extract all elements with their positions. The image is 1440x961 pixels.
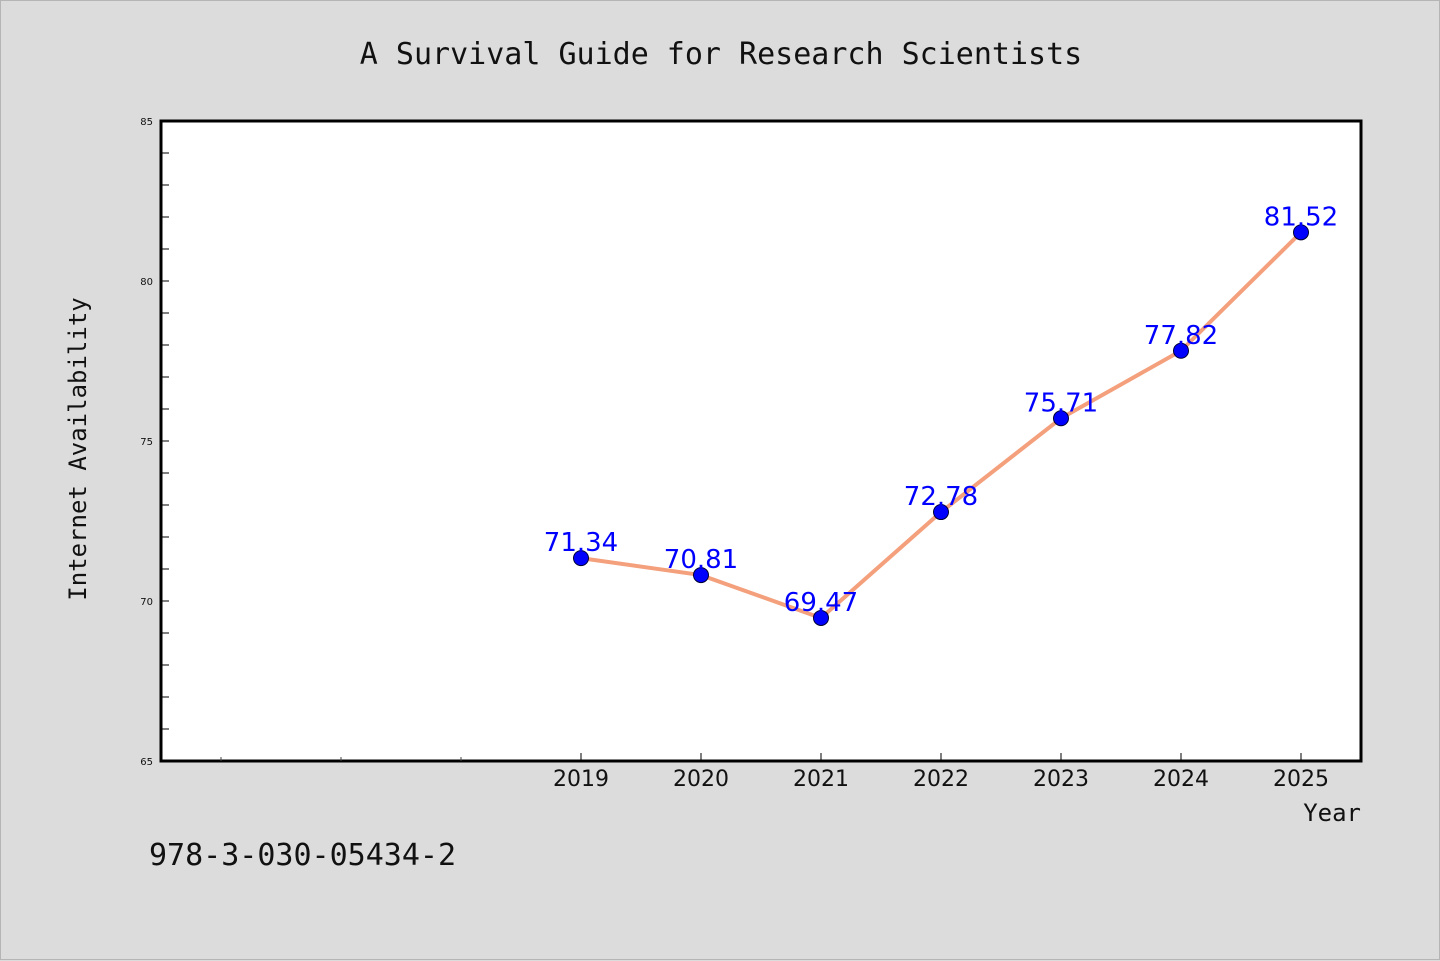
x-axis-ticks: 2019 2020 2021 2022 2023 2024 2025 <box>220 753 1329 792</box>
x-tick-label: 2022 <box>913 767 969 792</box>
y-tick-label: 80 <box>140 277 153 288</box>
x-tick-label: 2021 <box>793 767 849 792</box>
data-point <box>1053 410 1069 427</box>
x-tick-label: 2020 <box>673 767 729 792</box>
data-point <box>1173 342 1189 359</box>
data-label: 77.82 <box>1144 321 1218 351</box>
isbn-footnote: 978-3-030-05434-2 <box>149 838 456 873</box>
data-point <box>693 567 709 584</box>
y-tick-label: 85 <box>140 117 153 128</box>
data-label: 81.52 <box>1264 202 1338 232</box>
data-label: 70.81 <box>664 545 738 575</box>
y-tick-label: 65 <box>140 757 153 768</box>
x-tick-label: 2024 <box>1153 767 1209 792</box>
y-axis-label: Internet Availability <box>64 297 92 600</box>
data-labels: 71.34 70.81 69.47 72.78 75.71 77.82 81.52 <box>544 202 1338 618</box>
data-point <box>573 550 589 567</box>
x-tick-label: 2019 <box>553 767 609 792</box>
chart-title: A Survival Guide for Research Scientists <box>360 37 1082 72</box>
y-tick-label: 70 <box>140 597 153 608</box>
y-tick-label: 75 <box>140 437 153 448</box>
y-axis-ticks: 65 70 75 80 85 <box>140 117 169 768</box>
data-label: 71.34 <box>544 528 618 558</box>
data-point <box>1293 224 1309 241</box>
data-label: 69.47 <box>784 588 858 618</box>
data-label: 75.71 <box>1024 388 1098 418</box>
x-axis-label: Year <box>1303 799 1361 827</box>
x-tick-label: 2023 <box>1033 767 1089 792</box>
data-point <box>933 504 949 521</box>
series-layer <box>573 224 1309 626</box>
x-tick-label: 2025 <box>1273 767 1329 792</box>
data-point <box>813 609 829 626</box>
data-label: 72.78 <box>904 482 978 512</box>
plot-area <box>159 119 1363 763</box>
